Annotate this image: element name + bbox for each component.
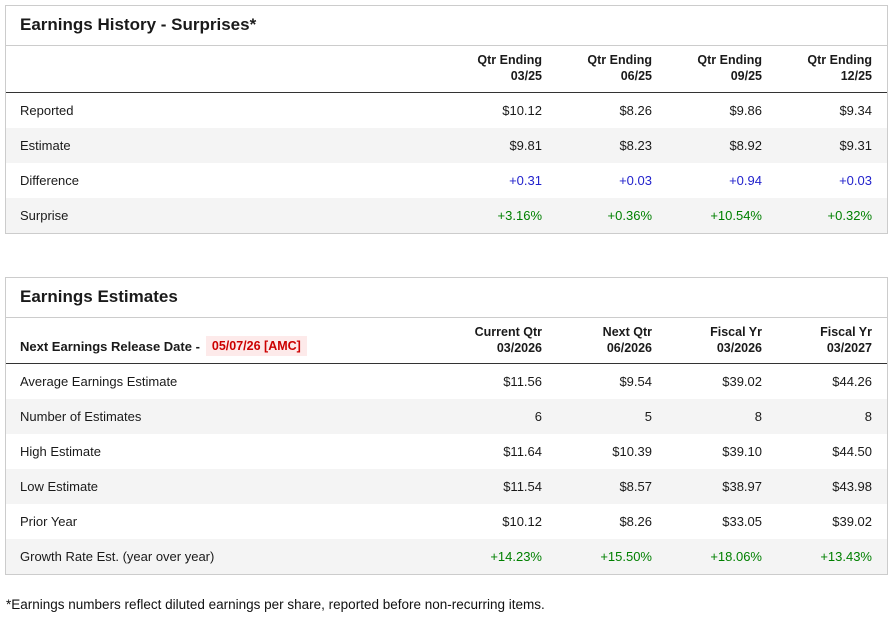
cell-value: $11.64 [503, 444, 542, 459]
table-row-estimate: Estimate $9.81 $8.23 $8.92 $9.31 [6, 127, 887, 163]
row-label: Low Estimate [20, 479, 99, 494]
column-header-current-qtr: Current Qtr 03/2026 [474, 324, 542, 355]
row-label: Number of Estimates [20, 409, 142, 424]
release-date-badge: 05/07/26 [AMC] [205, 336, 307, 356]
cell-value: $11.54 [503, 479, 542, 494]
cell-value: $8.23 [619, 137, 652, 153]
cell-value: +0.03 [839, 172, 872, 188]
table-row-difference: Difference +0.31 +0.03 +0.94 +0.03 [6, 163, 887, 198]
cell-value: 8 [754, 409, 762, 424]
cell-value: $10.12 [502, 514, 542, 529]
earnings-history-header-row: Qtr Ending 03/25 Qtr Ending 06/25 Qtr En… [6, 46, 887, 93]
cell-value: +0.94 [729, 172, 762, 188]
column-header-fiscal-yr-2026: Fiscal Yr 03/2026 [710, 324, 762, 355]
cell-value: $39.10 [722, 444, 762, 459]
table-row-reported: Reported $10.12 $8.26 $9.86 $9.34 [6, 93, 887, 128]
cell-value: +0.36% [607, 207, 652, 223]
table-row-prior-year: Prior Year $10.12 $8.26 $33.05 $39.02 [6, 504, 887, 539]
cell-value: $9.86 [729, 102, 762, 118]
row-label: Growth Rate Est. (year over year) [20, 549, 215, 564]
next-earnings-release: Next Earnings Release Date - 05/07/26 [A… [20, 336, 432, 356]
table-row-number-of-estimates: Number of Estimates 6 5 8 8 [6, 399, 887, 434]
cell-value: +15.50% [600, 549, 652, 564]
column-header-qtr-0325: Qtr Ending 03/25 [477, 53, 542, 84]
cell-value: $8.57 [619, 479, 652, 494]
cell-value: +10.54% [710, 207, 762, 223]
earnings-estimates-title: Earnings Estimates [6, 278, 887, 318]
earnings-estimates-rows: Average Earnings Estimate $11.56 $9.54 $… [6, 364, 887, 574]
earnings-history-title: Earnings History - Surprises* [6, 6, 887, 46]
cell-value: $43.98 [832, 479, 872, 494]
table-row-high-estimate: High Estimate $11.64 $10.39 $39.10 $44.5… [6, 434, 887, 469]
cell-value: $9.54 [619, 374, 652, 389]
cell-value: $44.50 [832, 444, 872, 459]
cell-value: $8.26 [619, 514, 652, 529]
table-row-surprise: Surprise +3.16% +0.36% +10.54% +0.32% [6, 197, 887, 233]
row-label: Difference [20, 172, 80, 188]
cell-value: 8 [864, 409, 872, 424]
earnings-history-panel: Earnings History - Surprises* Qtr Ending… [5, 5, 888, 234]
column-header-qtr-0925: Qtr Ending 09/25 [697, 53, 762, 84]
cell-value: $10.39 [612, 444, 652, 459]
cell-value: $9.31 [839, 137, 872, 153]
cell-value: $38.97 [722, 479, 762, 494]
cell-value: +18.06% [710, 549, 762, 564]
cell-value: $8.26 [619, 102, 652, 118]
row-label: Surprise [20, 207, 69, 223]
cell-value: $9.81 [509, 137, 542, 153]
cell-value: $39.02 [722, 374, 762, 389]
cell-value: $39.02 [832, 514, 872, 529]
earnings-footnote: *Earnings numbers reflect diluted earnin… [6, 597, 545, 612]
table-row-average-estimate: Average Earnings Estimate $11.56 $9.54 $… [6, 364, 887, 399]
row-label: Estimate [20, 137, 71, 153]
row-label: High Estimate [20, 444, 101, 459]
earnings-history-rows: Reported $10.12 $8.26 $9.86 $9.34 Estima… [6, 93, 887, 233]
table-row-growth-rate: Growth Rate Est. (year over year) +14.23… [6, 539, 887, 574]
cell-value: $8.92 [729, 137, 762, 153]
cell-value: +0.32% [827, 207, 872, 223]
row-label: Average Earnings Estimate [20, 374, 178, 389]
cell-value: $9.34 [839, 102, 872, 118]
cell-value: $10.12 [502, 102, 542, 118]
cell-value: $33.05 [722, 514, 762, 529]
column-header-fiscal-yr-2027: Fiscal Yr 03/2027 [820, 324, 872, 355]
earnings-estimates-panel: Earnings Estimates Next Earnings Release… [5, 276, 888, 575]
column-header-qtr-0625: Qtr Ending 06/25 [587, 53, 652, 84]
cell-value: $11.56 [503, 374, 542, 389]
cell-value: +3.16% [497, 207, 542, 223]
cell-value: $44.26 [832, 374, 872, 389]
cell-value: +14.23% [490, 549, 542, 564]
earnings-estimates-header-row: Next Earnings Release Date - 05/07/26 [A… [6, 318, 887, 364]
cell-value: +13.43% [820, 549, 872, 564]
cell-value: 6 [534, 409, 542, 424]
release-date-label: Next Earnings Release Date - [20, 338, 200, 354]
column-header-next-qtr: Next Qtr 06/2026 [602, 324, 652, 355]
row-label: Prior Year [20, 514, 78, 529]
row-label: Reported [20, 102, 74, 118]
cell-value: +0.03 [619, 172, 652, 188]
cell-value: 5 [644, 409, 652, 424]
table-row-low-estimate: Low Estimate $11.54 $8.57 $38.97 $43.98 [6, 469, 887, 504]
column-header-qtr-1225: Qtr Ending 12/25 [807, 53, 872, 84]
cell-value: +0.31 [509, 172, 542, 188]
